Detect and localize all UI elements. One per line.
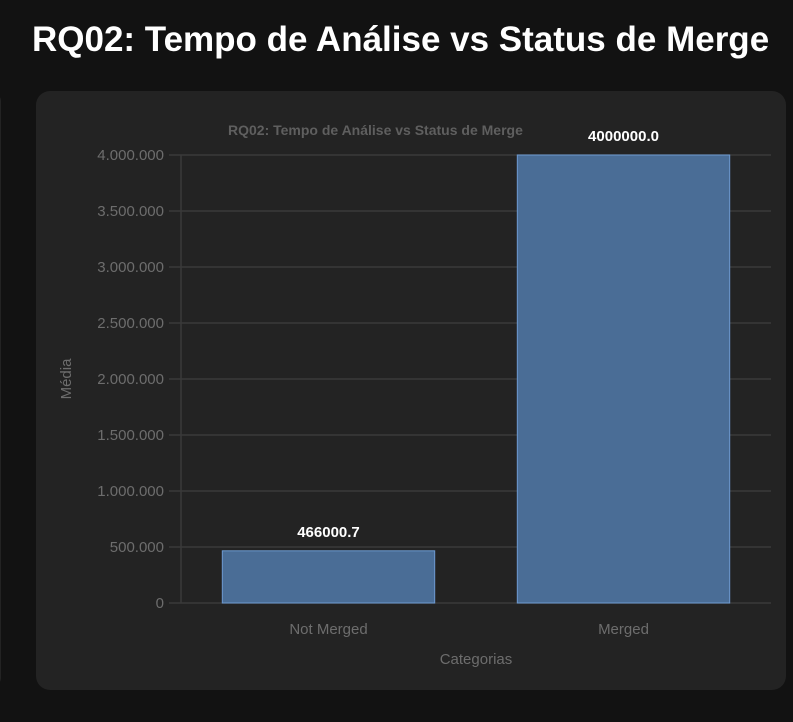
y-tick-label: 2.000.000: [97, 371, 164, 388]
page-title: RQ02: Tempo de Análise vs Status de Merg…: [32, 20, 770, 59]
grid-lines: [169, 154, 771, 604]
y-tick-label: 3.500.000: [97, 203, 164, 220]
bar-chart: 0 500.000 1.000.000 1.500.000 2.000.000 2.500…: [58, 122, 771, 668]
y-tick-label: 4.000.000: [97, 147, 164, 164]
y-tick-label: 0: [156, 595, 164, 612]
bars: [221, 154, 731, 604]
bar-not-merged[interactable]: [221, 550, 436, 604]
y-axis-label: Média: [58, 358, 75, 400]
data-label: 466000.7: [297, 524, 360, 541]
y-tick-label: 500.000: [110, 539, 164, 556]
data-labels: 466000.7 4000000.0: [297, 128, 659, 541]
x-axis-ticks: Not Merged Merged: [289, 621, 649, 638]
bar-merged[interactable]: [516, 154, 731, 604]
x-tick-label: Merged: [598, 621, 649, 638]
chart-title: RQ02: Tempo de Análise vs Status de Merg…: [228, 122, 523, 138]
x-tick-label: Not Merged: [289, 621, 367, 638]
y-axis-ticks: 0 500.000 1.000.000 1.500.000 2.000.000 2.500…: [97, 147, 164, 612]
y-tick-label: 3.000.000: [97, 259, 164, 276]
x-axis-label: Categorias: [440, 651, 513, 668]
y-tick-label: 2.500.000: [97, 315, 164, 332]
data-label: 4000000.0: [588, 128, 659, 145]
y-tick-label: 1.000.000: [97, 483, 164, 500]
y-tick-label: 1.500.000: [97, 427, 164, 444]
adjacent-card-edge: [0, 93, 1, 686]
chart-card: 0 500.000 1.000.000 1.500.000 2.000.000 2.500…: [36, 91, 786, 690]
